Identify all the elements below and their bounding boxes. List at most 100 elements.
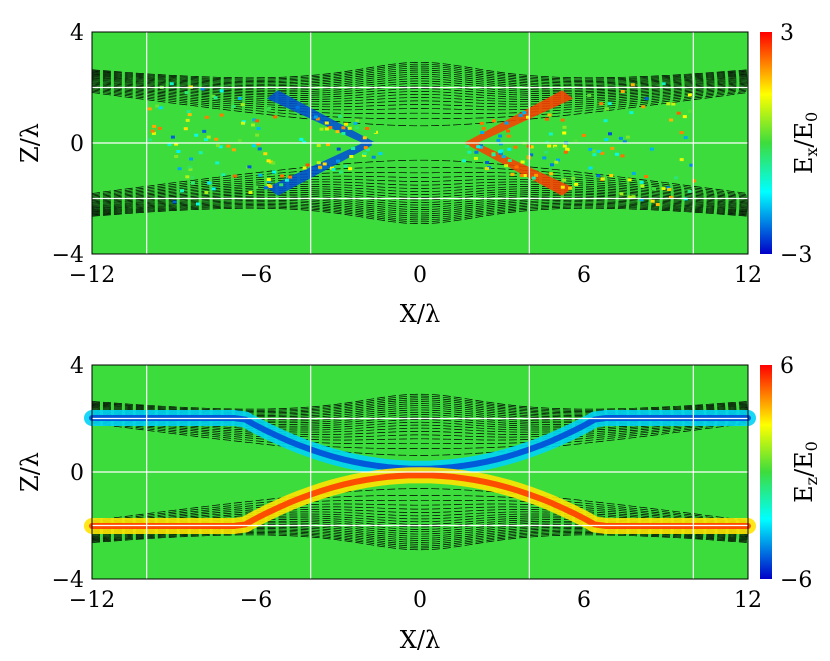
ex-speckle xyxy=(680,158,684,161)
ex-speckle xyxy=(363,136,367,139)
ex-speckle xyxy=(504,164,508,167)
ex-speckle xyxy=(148,138,152,141)
ex-speckle xyxy=(677,112,681,115)
ex-speckle xyxy=(599,102,603,105)
ex-speckle xyxy=(521,161,525,164)
ex-speckle xyxy=(159,106,163,109)
ex-speckle xyxy=(485,161,489,164)
ex-speckle xyxy=(522,111,526,114)
ex-speckle xyxy=(662,82,666,85)
ex-speckle xyxy=(688,190,692,193)
ex-speckle xyxy=(502,155,506,158)
ex-speckle xyxy=(568,187,572,190)
ex-speckle xyxy=(604,138,608,141)
ex-speckle xyxy=(684,136,688,139)
ex-speckle xyxy=(550,163,554,166)
ex-speckle xyxy=(365,127,369,130)
ex-y-tick-label: −4 xyxy=(52,243,84,268)
ex-speckle xyxy=(173,201,177,204)
ex-speckle xyxy=(205,149,209,152)
ex-speckle xyxy=(353,122,357,125)
ex-speckle xyxy=(269,185,273,188)
ex-speckle xyxy=(520,174,524,177)
ex-speckle xyxy=(652,187,656,190)
ex-speckle xyxy=(336,160,340,163)
ex-speckle xyxy=(542,156,546,159)
ex-speckle xyxy=(608,132,612,135)
ex-speckle xyxy=(220,114,224,117)
ex-speckle xyxy=(272,171,276,174)
ex-speckle xyxy=(151,130,155,133)
ex-speckle xyxy=(645,97,649,100)
ex-speckle xyxy=(480,122,484,125)
ex-speckle xyxy=(178,167,182,170)
ex-speckle xyxy=(303,167,307,170)
ex-speckle xyxy=(220,89,224,92)
ex-speckle xyxy=(506,130,510,133)
ex-speckle xyxy=(257,127,261,130)
ex-speckle xyxy=(651,200,655,203)
ex-speckle xyxy=(641,105,645,108)
ex-speckle xyxy=(482,127,486,130)
ex-speckle xyxy=(202,130,206,133)
ex-speckle xyxy=(619,137,623,140)
ex-speckle xyxy=(680,131,684,134)
ex-x-tick-label: −6 xyxy=(240,263,272,288)
ex-speckle xyxy=(344,123,348,126)
ex-speckle xyxy=(232,105,236,108)
ex-panel: 3 −3 Ex/E0 −12 −6 0 6 12 4 0 −4 X/λ Z/λ xyxy=(0,0,830,330)
ex-speckle xyxy=(669,119,673,122)
ex-speckle xyxy=(184,127,188,130)
ex-speckle xyxy=(214,96,218,99)
ex-speckle xyxy=(670,114,674,117)
ex-speckle xyxy=(507,148,511,151)
ex-speckle xyxy=(631,83,635,86)
ex-speckle xyxy=(306,164,310,167)
ex-speckle xyxy=(348,127,352,130)
ex-speckle xyxy=(360,122,364,125)
ex-speckle xyxy=(667,188,671,191)
ex-speckle xyxy=(492,153,496,156)
ex-speckle xyxy=(188,113,192,116)
ex-speckle xyxy=(519,114,523,117)
ex-speckle xyxy=(592,150,596,153)
ex-speckle xyxy=(571,177,575,180)
ex-speckle xyxy=(233,175,237,178)
ex-speckle xyxy=(549,133,553,136)
ex-speckle xyxy=(632,195,636,198)
ex-speckle xyxy=(564,151,568,154)
ex-speckle xyxy=(285,179,289,182)
ex-speckle xyxy=(323,163,327,166)
ex-colorbar-label: Ex/E0 xyxy=(790,112,821,174)
ez-x-tick-label: −6 xyxy=(240,588,272,613)
ex-speckle xyxy=(626,136,630,139)
ez-chart: 6 −6 Ez/E0 −12 −6 0 6 12 40−4 X/λ Z/λ xyxy=(0,330,830,661)
ex-speckle xyxy=(364,146,368,149)
ex-speckle xyxy=(621,154,625,157)
ex-speckle xyxy=(247,165,251,168)
ex-speckle xyxy=(252,144,256,147)
ex-speckle xyxy=(532,177,536,180)
ex-speckle xyxy=(320,128,324,131)
ez-x-tick-label: 12 xyxy=(734,588,762,613)
ex-speckle xyxy=(565,148,569,151)
ex-speckle xyxy=(344,165,348,168)
ex-speckle xyxy=(267,178,271,181)
ex-speckle xyxy=(621,90,625,93)
ez-cbar-tick-max: 6 xyxy=(780,354,794,379)
ez-y-tick-label: −4 xyxy=(52,568,84,593)
ex-speckle xyxy=(152,125,156,128)
ex-x-axis-label: X/λ xyxy=(400,300,440,328)
ex-speckle xyxy=(507,135,511,138)
ex-speckle xyxy=(561,119,565,122)
ex-speckle xyxy=(241,122,245,125)
ex-speckle xyxy=(563,126,567,129)
ex-speckle xyxy=(609,174,613,177)
ex-speckle xyxy=(255,134,259,137)
ex-speckle xyxy=(317,161,321,164)
ez-y-axis-label: Z/λ xyxy=(16,452,44,492)
ex-speckle xyxy=(189,158,193,161)
ex-speckle xyxy=(341,126,345,129)
ex-speckle xyxy=(561,186,565,189)
ex-speckle xyxy=(221,173,225,176)
